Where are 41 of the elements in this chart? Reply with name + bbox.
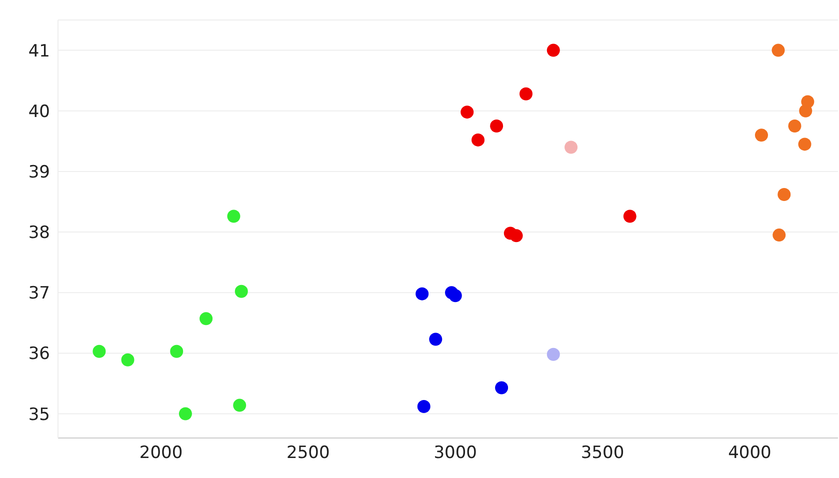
- y-tick-label: 36: [28, 344, 50, 364]
- point: [429, 332, 442, 346]
- point: [472, 133, 485, 146]
- point: [546, 44, 560, 57]
- point: [799, 104, 812, 118]
- point: [546, 348, 560, 361]
- point: [416, 287, 429, 300]
- x-tick-label: 3500: [580, 443, 624, 464]
- y-tick-label: 39: [28, 162, 50, 182]
- point: [772, 228, 786, 242]
- point: [772, 44, 785, 57]
- y-tick-label: 40: [28, 102, 50, 122]
- point: [788, 120, 802, 133]
- point: [520, 87, 532, 100]
- point: [510, 229, 523, 242]
- x-tick-label: 3000: [434, 443, 477, 464]
- y-tick-label: 37: [28, 284, 50, 304]
- point: [564, 140, 578, 154]
- point: [798, 138, 812, 151]
- point: [495, 381, 508, 394]
- point: [754, 128, 768, 142]
- point: [227, 210, 240, 223]
- point: [448, 289, 462, 302]
- point: [460, 106, 474, 119]
- y-tick-label: 41: [28, 41, 50, 62]
- point: [234, 284, 248, 298]
- y-tick-label: 38: [28, 223, 50, 244]
- x-tick-label: 4000: [728, 443, 772, 464]
- x-tick-label: 2000: [139, 443, 183, 464]
- point: [490, 120, 504, 133]
- point: [200, 312, 213, 326]
- x-tick-label: 2500: [286, 443, 330, 464]
- point: [121, 353, 134, 366]
- point: [170, 344, 184, 358]
- point: [778, 188, 791, 201]
- y-tick-label: 35: [28, 404, 50, 425]
- point: [623, 210, 636, 223]
- point: [233, 398, 246, 412]
- point: [92, 344, 106, 358]
- point: [417, 400, 430, 413]
- point: [178, 407, 192, 420]
